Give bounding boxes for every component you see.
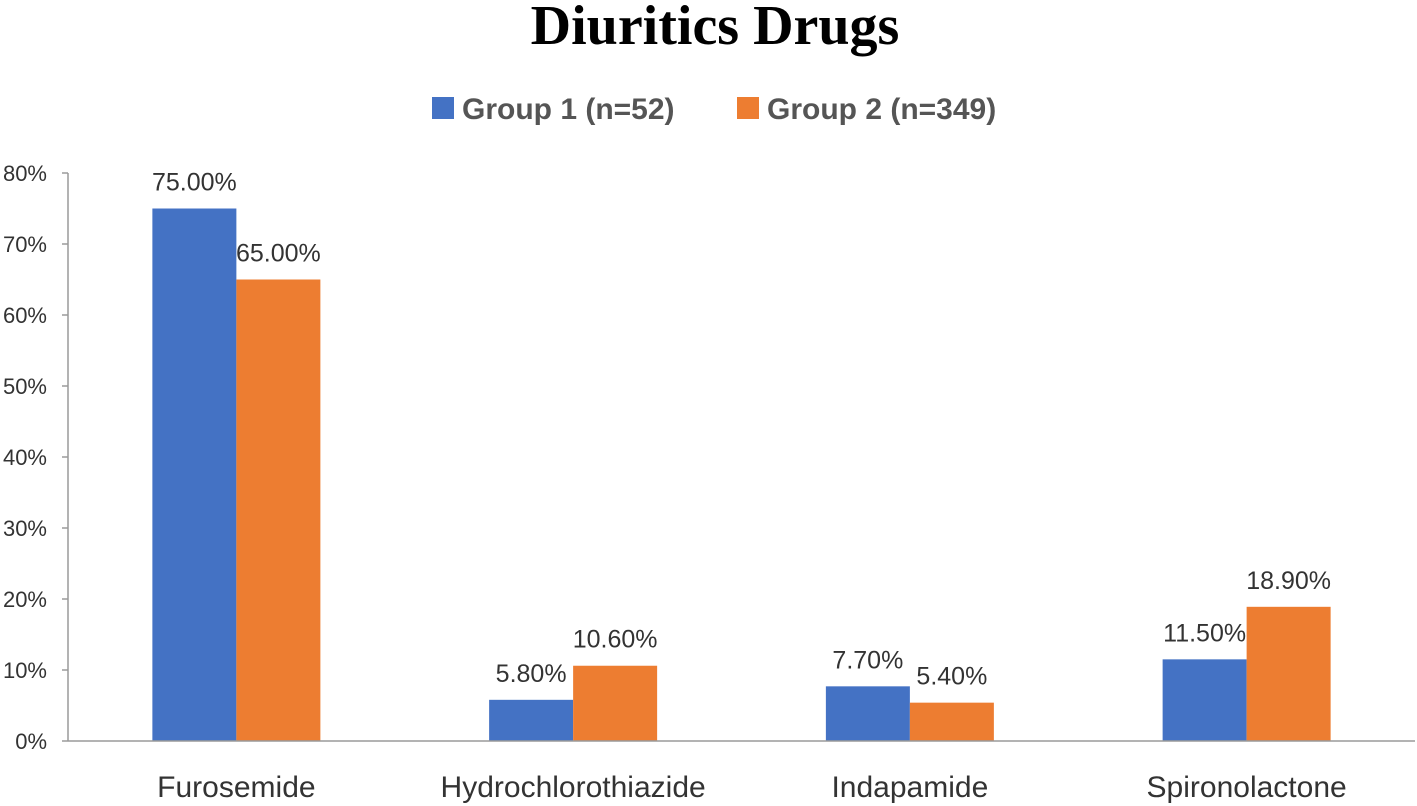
y-axis: 0% 10% 20% 30% 40% 50% 60% 70% 80% bbox=[3, 161, 69, 754]
data-label: 10.60% bbox=[573, 626, 658, 654]
y-tick-label: 50% bbox=[3, 374, 47, 399]
data-label: 5.40% bbox=[916, 663, 987, 691]
y-tick-label: 70% bbox=[3, 232, 47, 257]
legend: Group 1 (n=52) Group 2 (n=349) bbox=[432, 93, 996, 126]
data-label: 5.80% bbox=[496, 660, 567, 688]
y-tick-label: 20% bbox=[3, 587, 47, 612]
data-label: 65.00% bbox=[236, 240, 321, 268]
y-tick-label: 30% bbox=[3, 516, 47, 541]
legend-label-group-2: Group 2 (n=349) bbox=[767, 93, 996, 126]
bar-indapamide-series-2 bbox=[909, 702, 994, 741]
y-tick-label: 80% bbox=[3, 161, 47, 186]
bar-spironolactone-series-1 bbox=[1162, 659, 1247, 741]
data-label: 75.00% bbox=[152, 169, 237, 197]
legend-label-group-1: Group 1 (n=52) bbox=[462, 93, 675, 126]
x-tick-label: Hydrochlorothiazide bbox=[441, 771, 706, 804]
data-label: 7.70% bbox=[832, 646, 903, 674]
y-tick-label: 60% bbox=[3, 303, 47, 328]
legend-swatch-group-2 bbox=[737, 97, 759, 119]
data-label: 18.90% bbox=[1246, 567, 1331, 595]
bar-indapamide-series-1 bbox=[825, 686, 910, 741]
bar-furosemide-series-1 bbox=[152, 208, 237, 741]
bar-spironolactone-series-2 bbox=[1246, 606, 1331, 741]
bar-hydrochlorothiazide-series-2 bbox=[573, 665, 658, 741]
y-tick-label: 0% bbox=[15, 729, 47, 754]
y-tick-label: 10% bbox=[3, 658, 47, 683]
x-axis: Furosemide Hydrochlorothiazide Indapamide S… bbox=[68, 740, 1415, 804]
y-tick-label: 40% bbox=[3, 445, 47, 470]
bar-furosemide-series-2 bbox=[236, 279, 321, 741]
data-label: 11.50% bbox=[1163, 619, 1246, 647]
chart-title: Diuritics Drugs bbox=[531, 0, 900, 57]
x-tick-label: Furosemide bbox=[157, 771, 315, 804]
bars bbox=[152, 208, 1331, 741]
x-tick-label: Spironolactone bbox=[1147, 771, 1347, 804]
bar-hydrochlorothiazide-series-1 bbox=[489, 699, 574, 741]
x-tick-label: Indapamide bbox=[831, 771, 988, 804]
legend-swatch-group-1 bbox=[432, 97, 454, 119]
data-labels: 75.00% 65.00% 5.80%10.60% 7.70% 5.40% 11.50%1… bbox=[152, 169, 1331, 691]
